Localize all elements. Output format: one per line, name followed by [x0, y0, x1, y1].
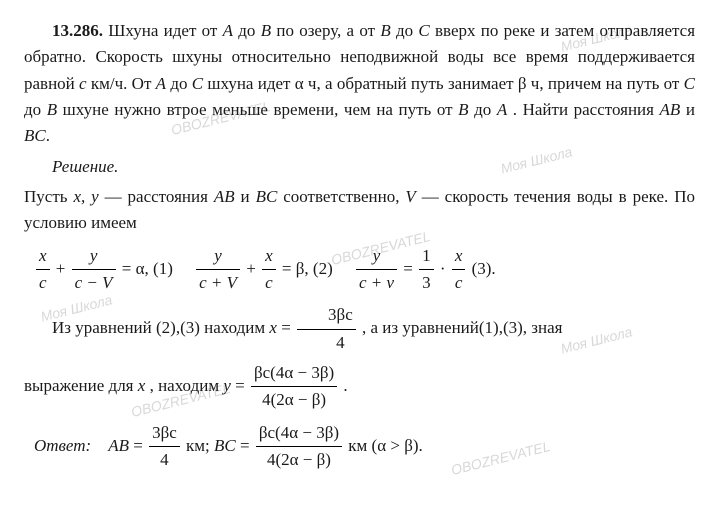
- equations-row: xc + yc − V = α, (1) yc + V + xc = β, (2…: [24, 243, 695, 297]
- from-eq-2-3: Из уравнений (2),(3) находим x = 3βc4 , …: [24, 302, 695, 356]
- ans-ab-frac: 3βc4: [149, 420, 180, 474]
- frac-x-c: xc: [36, 243, 50, 297]
- frac-1-3: 13: [419, 243, 434, 297]
- problem-paragraph: 13.286. Шхуна идет от A до B по озеру, а…: [24, 18, 695, 150]
- frac-x-c-3: xc: [452, 243, 466, 297]
- frac-y-cpv-3: yc + v: [356, 243, 397, 297]
- let-paragraph: Пусть x, y — расстояния AB и BC соответс…: [24, 184, 695, 237]
- problem-number: 13.286.: [52, 21, 103, 40]
- answer-line: Ответ: AB = 3βc4 км; BC = βc(4α − 3β)4(2…: [24, 420, 695, 474]
- solution-label: Решение.: [24, 154, 695, 180]
- ans-bc-frac: βc(4α − 3β)4(2α − β): [256, 420, 342, 474]
- frac-y: βc(4α − 3β)4(2α − β): [251, 360, 337, 414]
- frac-y-cpv: yc + V: [196, 243, 240, 297]
- frac-3bc-4: 3βc4: [297, 302, 356, 356]
- frac-y-cmv: yc − V: [72, 243, 116, 297]
- frac-x-c-2: xc: [262, 243, 276, 297]
- expr-for-x: выражение для x , находим y = βc(4α − 3β…: [24, 360, 695, 414]
